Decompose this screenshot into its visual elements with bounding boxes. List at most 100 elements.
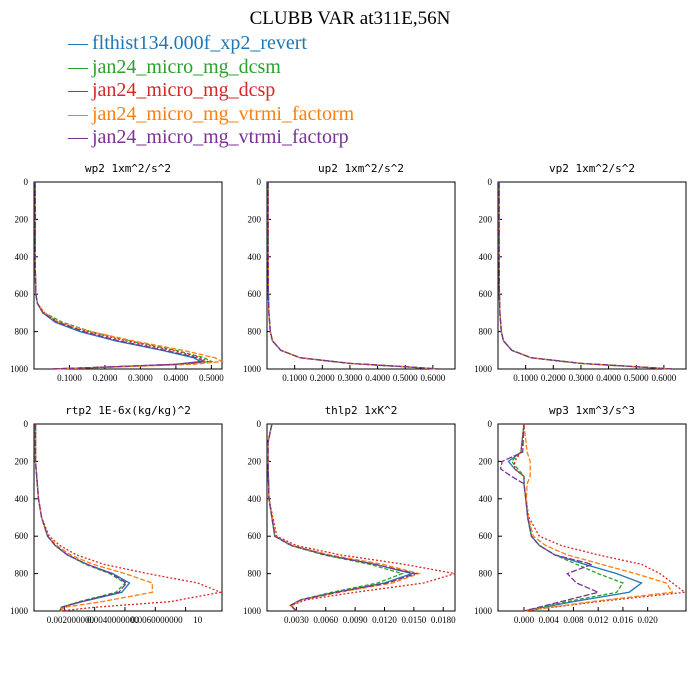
panel-title: rtp2 1E-6x(kg/kg)^2	[65, 404, 191, 417]
x-tick-label: 0.002000000	[47, 615, 95, 625]
y-tick-label: 0	[24, 419, 29, 429]
panel-title: wp3 1xm^3/s^3	[549, 404, 635, 417]
y-tick-label: 400	[248, 494, 262, 504]
series-line	[267, 182, 439, 370]
series-line	[34, 424, 127, 612]
x-tick-label: 0.016	[613, 615, 634, 625]
y-tick-label: 200	[15, 456, 29, 466]
plot-frame	[266, 181, 456, 370]
series-line	[499, 423, 601, 612]
series-line	[34, 424, 153, 612]
legend-dash-icon: —	[68, 126, 88, 148]
x-tick-label: 0.0180	[431, 615, 456, 625]
x-tick-label: 0.0030	[284, 615, 309, 625]
series-line	[34, 181, 207, 370]
y-tick-label: 800	[479, 569, 493, 579]
y-tick-label: 0	[257, 419, 262, 429]
x-tick-label: 0.3000	[569, 373, 594, 383]
legend-label: jan24_micro_mg_dcsp	[92, 79, 276, 101]
x-tick-label: 0.6000	[421, 373, 446, 383]
x-tick-label: 0.020	[638, 615, 659, 625]
x-tick-label: 0.0060	[313, 615, 338, 625]
y-tick-label: 600	[15, 289, 29, 299]
legend-dash-icon: —	[68, 79, 88, 101]
plot-frame	[497, 181, 687, 370]
panel-title: vp2 1xm^2/s^2	[549, 162, 635, 175]
y-tick-label: 200	[248, 214, 262, 224]
x-tick-label: 0.0040000000	[87, 615, 139, 625]
series-line	[498, 182, 673, 370]
legend-entry: — jan24_micro_mg_dcsm	[68, 56, 354, 80]
y-tick-label: 800	[248, 569, 262, 579]
page-title: CLUBB VAR at311E,56N	[249, 8, 451, 29]
x-tick-label: 0.000	[514, 615, 535, 625]
x-tick-label: 0.5000	[393, 373, 418, 383]
x-tick-label: 0.6000	[652, 373, 677, 383]
y-tick-label: 600	[15, 531, 29, 541]
legend-dash-icon: —	[68, 55, 88, 78]
y-tick-label: 400	[248, 252, 262, 262]
series-line	[34, 181, 225, 370]
x-tick-label: 0.4000	[365, 373, 390, 383]
x-tick-label: 0.0090	[343, 615, 368, 625]
legend-label: jan24_micro_mg_vtrmi_factorp	[92, 126, 349, 148]
y-tick-label: 1000	[243, 606, 262, 616]
legend-dash-icon: —	[68, 32, 88, 54]
y-tick-label: 0	[488, 177, 493, 187]
x-tick-label: 0.0060000000	[131, 615, 183, 625]
series-line	[34, 424, 223, 612]
series-line	[498, 182, 673, 370]
series-line	[34, 181, 211, 370]
legend-label: flthist134.000f_xp2_revert	[92, 32, 307, 54]
y-tick-label: 600	[479, 289, 493, 299]
x-tick-label: 0.008	[563, 615, 584, 625]
y-tick-label: 200	[15, 214, 29, 224]
x-tick-label: 0.004	[539, 615, 560, 625]
y-tick-label: 200	[479, 456, 493, 466]
legend-entry: — jan24_micro_mg_dcsp	[68, 79, 354, 103]
y-tick-label: 600	[479, 531, 493, 541]
y-tick-label: 1000	[10, 606, 29, 616]
plot-frame	[33, 423, 223, 612]
y-tick-label: 400	[479, 252, 493, 262]
legend-entry: — jan24_micro_mg_vtrmi_factorm	[68, 103, 354, 127]
series-line	[498, 182, 673, 370]
x-tick-label: 0.1000	[57, 373, 82, 383]
series-line	[34, 181, 214, 370]
y-tick-label: 800	[15, 327, 29, 337]
x-tick-label: 0.4000	[164, 373, 189, 383]
plot-frame	[33, 181, 223, 370]
y-tick-label: 1000	[243, 364, 262, 374]
x-tick-label: 0.5000	[199, 373, 224, 383]
series-line	[514, 423, 687, 612]
y-tick-label: 800	[248, 327, 262, 337]
y-tick-label: 400	[479, 494, 493, 504]
y-tick-label: 400	[15, 494, 29, 504]
x-tick-label: 0.1000	[513, 373, 538, 383]
x-tick-label: 0.2000	[93, 373, 118, 383]
y-tick-label: 800	[479, 327, 493, 337]
series-line	[267, 423, 422, 612]
series-line	[267, 182, 439, 370]
y-tick-label: 1000	[10, 364, 29, 374]
x-tick-label: 0.3000	[128, 373, 153, 383]
x-tick-label: 0.2000	[541, 373, 566, 383]
y-tick-label: 1000	[474, 606, 493, 616]
legend-label: jan24_micro_mg_dcsm	[92, 55, 281, 78]
plot-frame	[497, 423, 687, 612]
legend-entry: — flthist134.000f_xp2_revert	[68, 32, 354, 56]
x-tick-label: 0.0120	[372, 615, 397, 625]
series-line	[523, 423, 674, 612]
legend-dash-icon: —	[68, 102, 88, 125]
series-line	[267, 182, 439, 370]
x-tick-label: 0.2000	[310, 373, 335, 383]
x-tick-label: 0.4000	[596, 373, 621, 383]
series-line	[267, 182, 439, 370]
x-tick-label: 0.5000	[624, 373, 649, 383]
y-tick-label: 400	[15, 252, 29, 262]
series-line	[267, 423, 456, 612]
legend-label: jan24_micro_mg_vtrmi_factorm	[92, 102, 355, 125]
plot-frame	[266, 423, 456, 612]
series-line	[267, 182, 439, 370]
